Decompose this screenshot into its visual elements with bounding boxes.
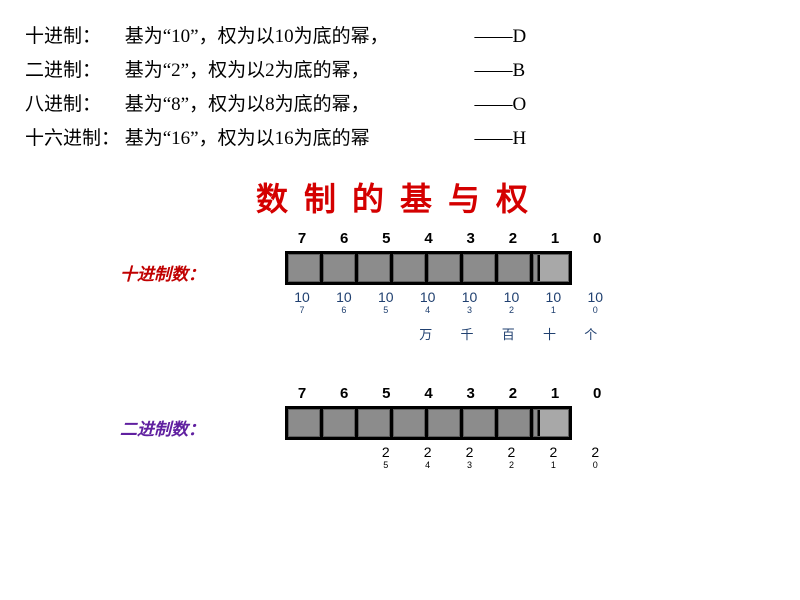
pos: 0 (580, 385, 614, 402)
binary-diagram: 7 6 5 4 3 2 1 0 25 24 23 22 21 2 (285, 385, 618, 477)
def-row: 二进制： 基为“2”，权为以2为底的幂， ——B (25, 54, 775, 88)
cell (358, 409, 390, 437)
power: 21 (536, 444, 570, 477)
def-suffix: ——D (475, 20, 527, 54)
decimal-powers: 107 106 105 104 103 102 101 100 (285, 289, 618, 322)
binary-positions: 7 6 5 4 3 2 1 0 (285, 385, 618, 402)
pos: 3 (454, 385, 488, 402)
def-label: 十六进制： (25, 122, 120, 156)
decimal-positions: 7 6 5 4 3 2 1 0 (285, 230, 618, 247)
power: 100 (578, 289, 612, 322)
cell (498, 254, 530, 282)
name: 万 (409, 324, 443, 343)
cell (463, 254, 495, 282)
binary-cells (285, 406, 572, 440)
name: 十 (533, 324, 567, 343)
pos: 1 (538, 385, 572, 402)
power: 102 (494, 289, 528, 322)
def-suffix: ——H (475, 122, 527, 156)
power: 24 (411, 444, 445, 477)
pos: 2 (496, 230, 530, 247)
def-suffix: ——B (475, 54, 526, 88)
cell (428, 409, 460, 437)
power: 20 (578, 444, 612, 477)
decimal-label: 十进制数： (120, 260, 205, 285)
pos: 3 (454, 230, 488, 247)
pos: 5 (369, 230, 403, 247)
def-row: 十六进制： 基为“16”，权为以16为底的幂 ——H (25, 122, 775, 156)
def-row: 八进制： 基为“8”，权为以8为底的幂， ——O (25, 88, 775, 122)
pos: 4 (412, 230, 446, 247)
power: 106 (327, 289, 361, 322)
def-label: 八进制： (25, 88, 120, 122)
cell (533, 254, 569, 282)
cell (533, 409, 569, 437)
power: 103 (453, 289, 487, 322)
cell (428, 254, 460, 282)
def-text: 基为“2”，权为以2为底的幂， (125, 54, 470, 88)
cell (393, 254, 425, 282)
binary-label: 二进制数： (120, 415, 205, 440)
cell (288, 409, 320, 437)
pos: 1 (538, 230, 572, 247)
pos: 7 (285, 230, 319, 247)
pos: 6 (327, 385, 361, 402)
page-title: 数制的基与权 (25, 174, 775, 220)
definitions-block: 十进制： 基为“10”，权为以10为底的幂， ——D 二进制： 基为“2”，权为… (25, 20, 775, 156)
def-suffix: ——O (475, 88, 527, 122)
def-text: 基为“16”，权为以16为底的幂 (125, 122, 470, 156)
power: 107 (285, 289, 319, 322)
pos: 7 (285, 385, 319, 402)
decimal-cells (285, 251, 572, 285)
pos: 6 (327, 230, 361, 247)
binary-powers: 25 24 23 22 21 20 (285, 444, 618, 477)
decimal-names: 万 千 百 十 个 (285, 324, 618, 343)
power: 22 (494, 444, 528, 477)
power: 104 (411, 289, 445, 322)
name: 个 (574, 324, 608, 343)
power: 105 (369, 289, 403, 322)
def-label: 十进制： (25, 20, 120, 54)
name: 千 (450, 324, 484, 343)
binary-section: 二进制数： 7 6 5 4 3 2 1 0 25 24 23 (25, 385, 775, 515)
pos: 0 (580, 230, 614, 247)
decimal-diagram: 7 6 5 4 3 2 1 0 107 106 105 104 103 102 (285, 230, 618, 343)
name: 百 (491, 324, 525, 343)
def-label: 二进制： (25, 54, 120, 88)
power: 101 (536, 289, 570, 322)
cell (288, 254, 320, 282)
pos: 4 (412, 385, 446, 402)
pos: 5 (369, 385, 403, 402)
cell (393, 409, 425, 437)
cell (323, 409, 355, 437)
cell (358, 254, 390, 282)
power: 23 (453, 444, 487, 477)
def-row: 十进制： 基为“10”，权为以10为底的幂， ——D (25, 20, 775, 54)
cell (323, 254, 355, 282)
cell (463, 409, 495, 437)
power: 25 (369, 444, 403, 477)
def-text: 基为“10”，权为以10为底的幂， (125, 20, 470, 54)
cell (498, 409, 530, 437)
pos: 2 (496, 385, 530, 402)
decimal-section: 十进制数： 7 6 5 4 3 2 1 0 107 106 105 104 (25, 230, 775, 360)
def-text: 基为“8”，权为以8为底的幂， (125, 88, 470, 122)
